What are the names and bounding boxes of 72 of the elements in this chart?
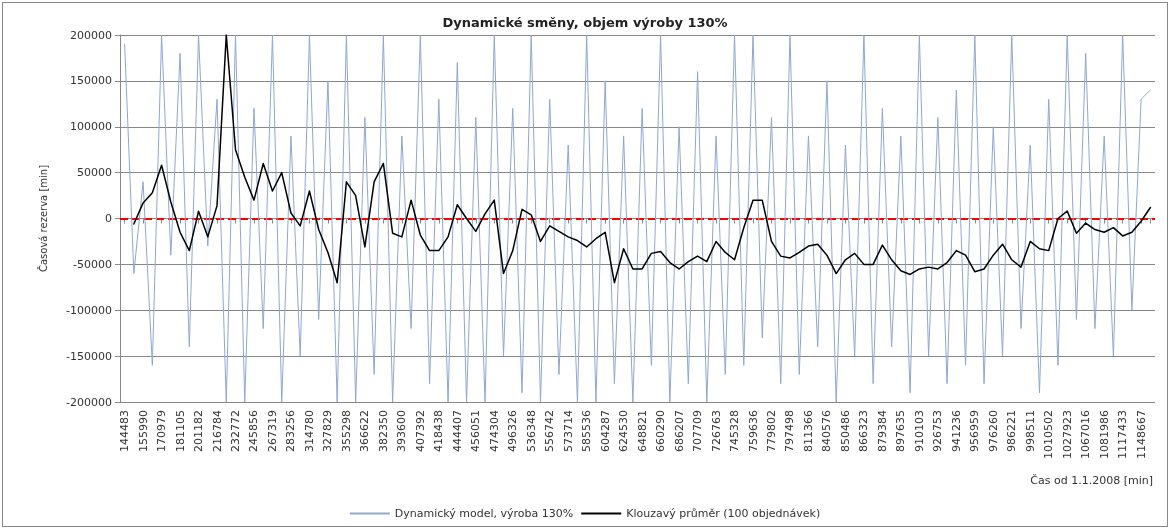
x-tick-label: 314780	[302, 410, 316, 452]
x-tick-label: 201182	[192, 410, 206, 452]
y-tick-label: 200000	[70, 28, 112, 42]
x-tick-label: 327829	[321, 410, 335, 452]
x-tick-label: 956959	[968, 410, 982, 452]
x-tick-label: 779802	[765, 410, 778, 452]
x-axis-title: Čas od 1.1.2008 [min]	[1030, 474, 1154, 487]
x-tick-label: 986221	[1005, 410, 1019, 452]
x-tick-label: 382350	[376, 410, 390, 452]
x-tick-label: 556742	[543, 410, 557, 452]
x-tick-label: 456051	[469, 410, 483, 452]
x-tick-label: 155990	[136, 410, 150, 452]
x-tick-label: 144483	[118, 410, 132, 452]
y-tick-label: 50000	[77, 166, 112, 180]
chart-title: Dynamické směny, objem výroby 130%	[442, 15, 728, 30]
y-tick-label: -50000	[73, 257, 112, 271]
x-tick-label: 585536	[580, 410, 594, 452]
x-tick-label: 660290	[654, 410, 668, 452]
x-tick-label: 232772	[229, 410, 243, 452]
x-tick-label: 850486	[838, 410, 852, 452]
x-tick-label: 536348	[524, 410, 538, 452]
y-tick-label: 150000	[70, 74, 112, 88]
x-tick-label: 1027923	[1060, 410, 1074, 459]
x-tick-label: 1067016	[1079, 410, 1093, 459]
x-tick-label: 407392	[413, 410, 427, 452]
x-tick-label: 245856	[247, 410, 261, 452]
x-tick-label: 910103	[912, 410, 926, 452]
x-tick-label: 866323	[857, 410, 871, 452]
y-tick-label: 100000	[70, 120, 112, 134]
x-tick-label: 267319	[265, 410, 279, 452]
x-tick-label: 355298	[339, 410, 353, 452]
x-tick-label: 474304	[487, 410, 501, 452]
y-tick-label: -150000	[66, 349, 112, 363]
y-axis-title: Časová rezerva [min]	[36, 164, 49, 273]
x-tick-label: 797498	[783, 410, 797, 452]
x-tick-label: 1081986	[1097, 410, 1111, 459]
line-series	[133, 34, 1152, 284]
x-tick-label: 897635	[894, 410, 908, 452]
x-tick-label: 941236	[949, 410, 963, 452]
x-tick-label: 726763	[709, 410, 723, 452]
x-tick-label: 604287	[598, 410, 612, 452]
legend-label: Klouzavý průměr (100 objednávek)	[626, 507, 821, 520]
y-tick-label: -200000	[66, 395, 112, 409]
x-tick-label: 707709	[691, 410, 705, 452]
x-tick-label: 811366	[801, 410, 815, 452]
x-tick-label: 840576	[820, 410, 834, 452]
x-tick-label: 879384	[875, 410, 889, 452]
x-tick-label: 1010502	[1042, 410, 1056, 459]
x-tick-label: 1148667	[1134, 410, 1148, 459]
x-tick-label: 1117433	[1116, 410, 1130, 459]
x-tick-label: 216784	[210, 410, 224, 452]
x-tick-label: 170979	[155, 410, 169, 452]
x-tick-label: 418438	[432, 410, 446, 452]
x-tick-label: 496326	[506, 410, 520, 452]
x-tick-label: 745328	[728, 410, 742, 452]
x-tick-label: 998511	[1023, 410, 1037, 452]
y-tick-label: 0	[105, 212, 112, 225]
y-tick-label: -100000	[66, 303, 112, 317]
x-tick-label: 573714	[561, 410, 575, 452]
x-tick-label: 686207	[672, 410, 686, 452]
legend-label: Dynamický model, výroba 130%	[394, 507, 574, 520]
x-tick-label: 366622	[358, 410, 372, 452]
line-series	[124, 34, 1151, 403]
x-tick-label: 181105	[173, 410, 187, 452]
x-tick-label: 393600	[395, 410, 409, 452]
x-tick-label: 926753	[931, 410, 945, 452]
x-tick-label: 624530	[617, 410, 631, 452]
x-tick-label: 759636	[746, 410, 760, 452]
x-tick-label: 444407	[450, 410, 464, 452]
x-tick-label: 976260	[986, 410, 1000, 452]
x-tick-label: 283256	[284, 410, 298, 452]
x-tick-label: 648821	[635, 410, 649, 452]
